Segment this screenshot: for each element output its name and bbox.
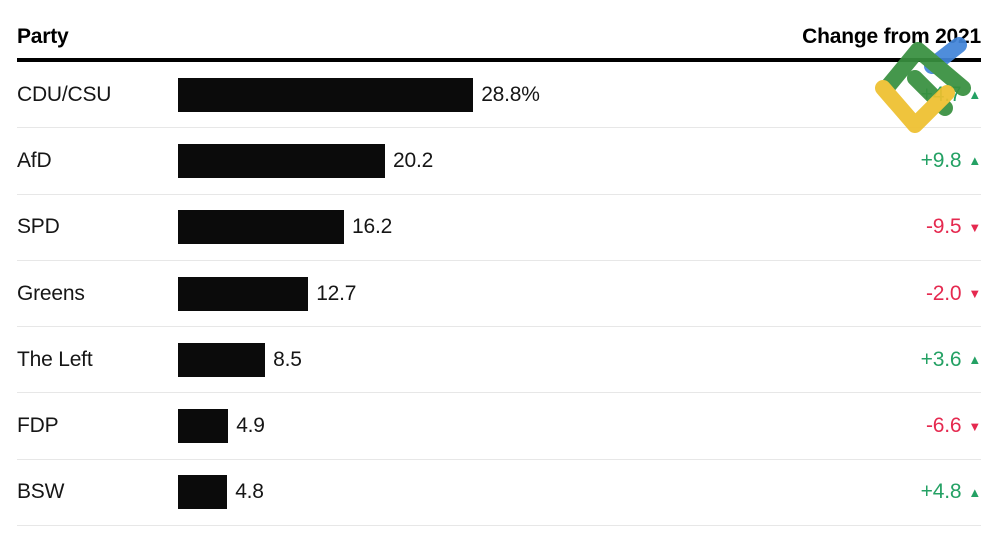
- triangle-down-icon: ▼: [968, 418, 981, 434]
- bar-cell: 12.7: [178, 276, 781, 311]
- result-bar: [178, 475, 228, 510]
- change-number: +3.6: [920, 347, 962, 371]
- change-number: +4.8: [920, 480, 962, 504]
- triangle-up-icon: ▲: [968, 87, 981, 103]
- change-value: -6.6 ▼: [781, 414, 981, 438]
- table-row: Greens 12.7 -2.0 ▼: [17, 261, 981, 328]
- table-header: Party Change from 2021: [17, 0, 981, 62]
- result-bar: [178, 342, 266, 377]
- party-label: SPD: [17, 215, 60, 239]
- party-label: BSW: [17, 480, 65, 504]
- change-value: +4.7 ▲: [781, 82, 982, 107]
- table-row: CDU/CSU 28.8% +4.7 ▲: [17, 62, 982, 129]
- table-row: AfD 20.2 +9.8 ▲: [17, 128, 982, 195]
- change-value: +4.8 ▲: [781, 480, 982, 504]
- bar-value-label: 4.9: [236, 414, 265, 438]
- result-bar: [178, 409, 229, 444]
- bar-cell: 4.8: [178, 475, 781, 510]
- results-table: Party Change from 2021 CDU/CSU 28.8% +4.7 ▲…: [17, 0, 982, 527]
- table-row: BSW 4.8 +4.8 ▲: [17, 460, 982, 527]
- table-row: SPD 16.2 -9.5 ▼: [17, 195, 981, 261]
- change-number: -6.6: [925, 414, 962, 438]
- bar-value-label: 12.7: [316, 281, 357, 305]
- change-value: -9.5 ▼: [781, 215, 981, 239]
- bar-cell: 16.2: [178, 210, 781, 245]
- table-body: CDU/CSU 28.8% +4.7 ▲ AfD 20.2 +9.8 ▲ SPD 16.2 -9.5…: [17, 62, 982, 527]
- bar-value-label: 8.5: [273, 347, 302, 371]
- bar-cell: 8.5: [178, 342, 781, 377]
- change-number: -9.5: [925, 215, 962, 239]
- triangle-down-icon: ▼: [968, 286, 981, 302]
- party-label: CDU/CSU: [17, 82, 112, 106]
- table-row: FDP 4.9 -6.6 ▼: [17, 393, 981, 460]
- result-bar: [178, 77, 474, 112]
- bar-cell: 4.9: [178, 409, 781, 444]
- party-label: AfD: [17, 148, 52, 172]
- party-label: The Left: [17, 347, 93, 371]
- bar-cell: 20.2: [178, 143, 781, 178]
- party-column-header: Party: [17, 24, 69, 48]
- result-bar: [178, 143, 385, 178]
- triangle-up-icon: ▲: [968, 153, 981, 169]
- triangle-up-icon: ▲: [968, 484, 981, 500]
- party-label: Greens: [17, 281, 85, 305]
- change-column-header: Change from 2021: [802, 24, 981, 48]
- bar-value-label: 28.8%: [481, 82, 540, 106]
- table-row: The Left 8.5 +3.6 ▲: [17, 327, 982, 394]
- change-value: -2.0 ▼: [781, 282, 981, 306]
- bar-value-label: 16.2: [352, 215, 393, 239]
- change-value: +9.8 ▲: [781, 148, 982, 173]
- change-number: +4.7: [920, 82, 962, 106]
- triangle-down-icon: ▼: [968, 219, 981, 235]
- party-label: FDP: [17, 414, 59, 438]
- change-number: -2.0: [925, 281, 962, 305]
- change-number: +9.8: [920, 148, 962, 172]
- triangle-up-icon: ▲: [968, 352, 981, 368]
- bar-value-label: 4.8: [235, 480, 264, 504]
- bar-value-label: 20.2: [393, 148, 434, 172]
- result-bar: [178, 210, 344, 245]
- change-value: +3.6 ▲: [781, 347, 982, 372]
- result-bar: [178, 276, 309, 311]
- bar-cell: 28.8%: [178, 77, 781, 112]
